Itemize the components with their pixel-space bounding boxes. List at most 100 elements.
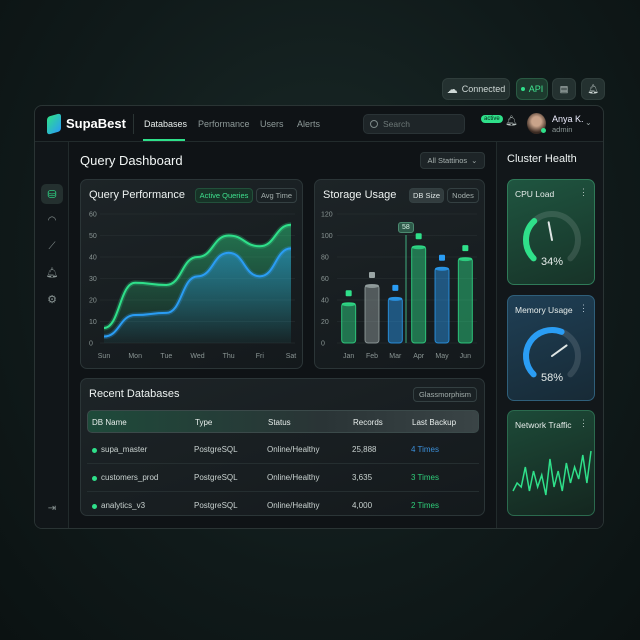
card-title: Storage Usage xyxy=(323,189,397,201)
bar-chart: 0 20 40 60 80 100 120 Jan Feb Mar Apr May Jun xyxy=(321,212,477,360)
cell: PostgreSQL xyxy=(194,473,238,482)
network-line xyxy=(512,450,592,496)
cell: 4 Times xyxy=(411,445,440,454)
card-title: Recent Databases xyxy=(89,388,180,400)
online-dot xyxy=(541,128,546,133)
header: SupaBest Databases Performance Users Ale… xyxy=(35,106,603,142)
connection-status[interactable]: ☁ Connected xyxy=(442,78,510,100)
table-row[interactable]: analytics_v3 PostgreSQL Online/Healthy 4,00… xyxy=(87,492,479,520)
api-label: API xyxy=(528,84,544,94)
y-tick-label: 10 xyxy=(89,319,97,326)
y-tick-label: 40 xyxy=(89,255,97,262)
y-tick-label: 0 xyxy=(89,341,93,348)
nav-users[interactable]: Users xyxy=(260,119,284,129)
gauge-needle xyxy=(547,221,553,241)
filter-dropdown[interactable]: All Stattinos ⌄ xyxy=(420,152,485,169)
filter-label: All Stattinos xyxy=(427,156,468,165)
x-tick-label: Apr xyxy=(413,353,425,360)
y-tick-label: 30 xyxy=(89,276,97,283)
network-traffic-card: Network Traffic ⋮ xyxy=(507,410,595,516)
query-performance-card: Query Performance Active Queries Avg Tim… xyxy=(80,179,303,369)
cell: 2 Times xyxy=(411,501,440,510)
y-tick-label: 120 xyxy=(321,212,333,219)
x-tick-label: Tue xyxy=(160,353,172,360)
connected-label: Connected xyxy=(461,84,506,94)
y-tick-label: 50 xyxy=(89,233,97,240)
user-name: Anya K. xyxy=(552,114,584,124)
series-line-1 xyxy=(103,247,292,338)
sidebar: ⛁ ◠ ⟋ 🔔︎ ⚙ ⇥ xyxy=(35,142,69,528)
bar-cap xyxy=(411,245,426,250)
status-badge: active xyxy=(481,115,503,123)
server-button[interactable]: ▤ xyxy=(552,78,576,100)
more-icon[interactable]: ⋮ xyxy=(579,303,588,313)
bar xyxy=(387,297,403,344)
tab-avg-time[interactable]: Avg Time xyxy=(256,188,297,203)
nav-alerts[interactable]: Alerts xyxy=(297,119,321,129)
gear-icon[interactable]: ⚙ xyxy=(47,293,57,306)
bar-marker xyxy=(415,233,422,240)
card-title: Network Traffic xyxy=(515,420,572,430)
search-input[interactable]: Search xyxy=(363,114,465,134)
x-tick-label: Feb xyxy=(366,353,378,360)
cell: PostgreSQL xyxy=(194,501,238,510)
more-icon[interactable]: ⋮ xyxy=(579,187,588,197)
x-tick-label: May xyxy=(435,353,449,360)
tab-active-queries[interactable]: Active Queries xyxy=(195,188,253,203)
server-icon: ▤ xyxy=(559,83,569,94)
more-icon[interactable]: ⋮ xyxy=(579,418,588,428)
app-window: SupaBest Databases Performance Users Ale… xyxy=(34,105,604,529)
trend-icon[interactable]: ⟋ xyxy=(48,240,56,252)
cell: PostgreSQL xyxy=(194,445,238,454)
logout-icon[interactable]: ⇥ xyxy=(47,502,57,514)
series-line-0 xyxy=(103,223,292,329)
bell-icon[interactable]: 🔔︎ xyxy=(505,116,518,127)
glassmorphism-badge: Glassmorphism xyxy=(413,387,477,402)
bell-icon: 🔔︎ xyxy=(587,83,599,94)
col-type[interactable]: Type xyxy=(195,418,213,427)
nav-performance[interactable]: Performance xyxy=(198,119,250,129)
cell: 3 Times xyxy=(411,473,440,482)
col-records[interactable]: Records xyxy=(353,418,383,427)
bar xyxy=(411,245,427,344)
cell: Online/Healthy xyxy=(267,473,320,482)
table-row[interactable]: supa_master PostgreSQL Online/Healthy 25,88… xyxy=(87,436,479,464)
x-tick-label: Sat xyxy=(286,353,297,360)
bar-cap xyxy=(341,302,356,307)
col-last-backup[interactable]: Last Backup xyxy=(412,418,457,427)
database-icon[interactable]: ⛁ xyxy=(41,184,63,204)
notifications-button[interactable]: 🔔︎ xyxy=(581,78,605,100)
tab-db-size[interactable]: DB Size xyxy=(409,188,444,203)
memory-value: 58% xyxy=(540,372,564,384)
bell-icon[interactable]: 🔔︎ xyxy=(45,267,59,279)
x-tick-label: Mon xyxy=(128,353,142,360)
bar xyxy=(434,267,450,344)
bar-marker xyxy=(439,254,445,261)
cell: analytics_v3 xyxy=(101,501,146,510)
y-tick-label: 40 xyxy=(321,298,329,305)
y-tick-label: 60 xyxy=(321,276,329,283)
col-db-name[interactable]: DB Name xyxy=(92,418,127,427)
x-tick-label: Jan xyxy=(343,353,354,360)
status-dot xyxy=(92,504,97,509)
gauge-icon[interactable]: ◠ xyxy=(47,214,57,226)
nav-databases[interactable]: Databases xyxy=(144,119,188,129)
search-placeholder: Search xyxy=(383,119,410,129)
memory-usage-card: Memory Usage ⋮ 58% xyxy=(507,295,595,401)
gauge-needle xyxy=(551,344,568,357)
x-tick-label: Thu xyxy=(223,353,235,360)
col-status[interactable]: Status xyxy=(268,418,291,427)
y-tick-label: 100 xyxy=(321,233,333,240)
api-status[interactable]: API xyxy=(516,78,548,100)
storage-usage-card: Storage Usage DB Size Nodes 0 20 40 60 80 100… xyxy=(314,179,485,369)
bar-marker-label: 58 xyxy=(398,222,414,233)
table-row[interactable]: customers_prod PostgreSQL Online/Healthy 3,… xyxy=(87,464,479,492)
cell: 4,000 xyxy=(352,501,373,510)
bar-marker xyxy=(462,245,469,252)
x-tick-label: Fri xyxy=(256,353,265,360)
chevron-down-icon[interactable]: ⌄ xyxy=(585,118,592,127)
gauge-fill xyxy=(523,327,565,378)
cpu-load-card: CPU Load ⋮ 34% xyxy=(507,179,595,285)
bar-cap xyxy=(388,296,403,301)
tab-nodes[interactable]: Nodes xyxy=(447,188,479,203)
